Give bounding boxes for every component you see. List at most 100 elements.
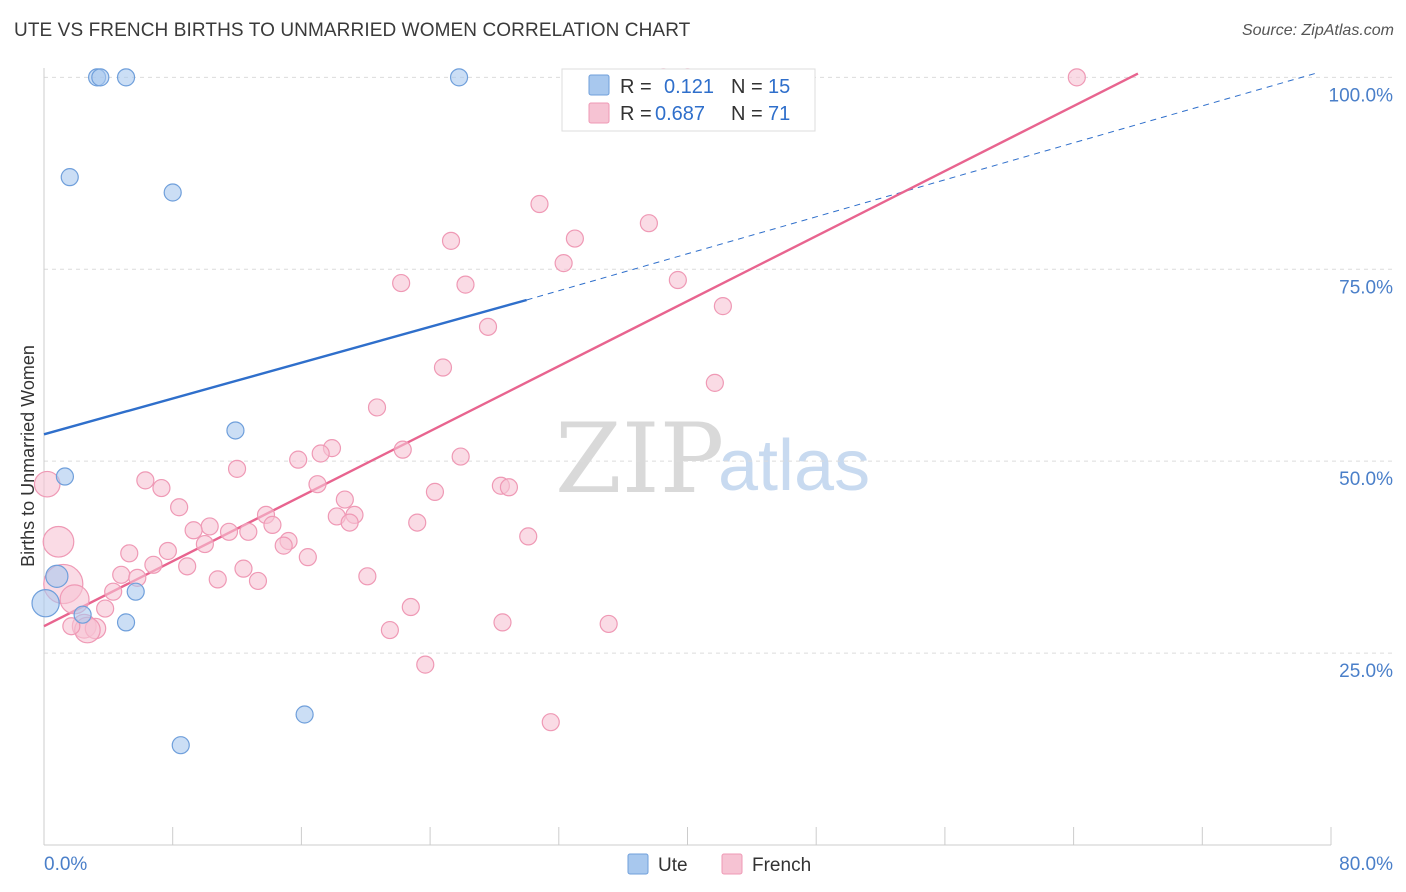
point-french-23	[136, 471, 155, 490]
point-french-19	[289, 450, 308, 469]
y-tick-label-1: 50.0%	[1339, 469, 1393, 490]
point-french-18	[311, 444, 330, 463]
point-french-51	[234, 559, 253, 578]
point-ute-9	[31, 588, 60, 618]
trend-line-extension-ute	[526, 73, 1316, 301]
point-french-58	[104, 582, 123, 601]
point-french-38	[184, 521, 203, 540]
x-tick-min: 0.0%	[44, 854, 87, 875]
legend-label-french: French	[752, 855, 811, 876]
point-french-5	[565, 229, 584, 248]
point-french-42	[42, 525, 75, 558]
french-legend-swatch	[588, 102, 610, 124]
point-french-39	[219, 522, 239, 541]
point-french-60	[96, 599, 115, 618]
point-french-52	[112, 565, 131, 584]
point-ute-1	[91, 68, 110, 87]
stats-row-french: R = 0.687 N = 71	[588, 102, 790, 125]
point-ute-7	[55, 467, 75, 486]
point-french-55	[248, 571, 268, 591]
chart-title: UTE VS FRENCH BIRTHS TO UNMARRIED WOMEN …	[14, 20, 691, 41]
point-french-12	[478, 317, 498, 336]
point-french-67	[599, 614, 618, 634]
point-ute-5	[163, 183, 182, 202]
point-french-54	[208, 570, 227, 589]
point-ute-10	[126, 582, 145, 601]
ute-n-value: 15	[768, 76, 790, 98]
point-french-3	[530, 194, 549, 214]
french-r-value: 0.687	[655, 103, 705, 125]
legend-swatch-ute	[627, 853, 649, 875]
french-r-label: R =	[620, 103, 652, 125]
watermark: ZIP atlas	[555, 403, 870, 515]
point-french-6	[441, 231, 461, 250]
point-french-21	[227, 459, 247, 478]
watermark-atlas: atlas	[718, 426, 870, 506]
stats-legend: R = 0.121 N = 15 R = 0.687 N = 71	[561, 68, 816, 132]
legend-label-ute: Ute	[658, 855, 688, 876]
point-french-14	[705, 373, 724, 392]
point-french-26	[499, 478, 519, 497]
point-ute-3	[449, 68, 469, 87]
point-french-66	[493, 613, 512, 632]
point-french-49	[144, 555, 163, 574]
ute-r-value: 0.121	[664, 76, 714, 98]
point-ute-6	[226, 421, 245, 440]
french-n-label: N =	[731, 103, 763, 125]
point-french-35	[408, 513, 427, 532]
point-french-40	[239, 522, 258, 541]
point-french-17	[393, 440, 412, 459]
point-french-41	[519, 527, 538, 546]
point-french-28	[335, 490, 354, 509]
series-legend: Ute French	[627, 853, 811, 876]
point-french-37	[200, 517, 219, 536]
point-french-70	[62, 617, 81, 636]
point-french-9	[456, 275, 475, 294]
point-french-20	[451, 447, 470, 466]
point-french-11	[713, 297, 732, 316]
ute-r-label: R =	[620, 76, 652, 98]
axes	[43, 68, 1332, 846]
point-french-4	[639, 214, 658, 233]
point-french-48	[298, 548, 317, 567]
french-n-value: 71	[768, 103, 790, 125]
point-french-65	[380, 620, 399, 640]
y-tick-label-0: 25.0%	[1339, 661, 1393, 682]
data-points	[31, 68, 1086, 755]
point-ute-13	[295, 705, 314, 724]
point-french-30	[152, 478, 171, 498]
point-ute-12	[116, 613, 136, 632]
point-french-2	[1067, 68, 1086, 87]
trend-lines	[43, 72, 1316, 628]
point-french-10	[668, 270, 687, 290]
point-french-36	[263, 515, 282, 534]
y-axis-label: Births to Unmarried Women	[18, 345, 38, 567]
point-french-68	[416, 655, 435, 674]
point-ute-14	[171, 736, 190, 755]
point-french-61	[401, 597, 420, 617]
trend-line-ute	[43, 298, 527, 436]
point-french-27	[425, 482, 445, 501]
ute-legend-swatch	[588, 74, 610, 96]
point-french-47	[158, 541, 177, 561]
point-french-13	[433, 358, 453, 377]
legend-swatch-french	[721, 853, 743, 875]
point-french-56	[358, 567, 377, 586]
point-french-7	[554, 254, 573, 273]
ute-n-label: N =	[731, 76, 763, 98]
watermark-zip: ZIP	[555, 403, 724, 515]
x-tick-max: 80.0%	[1339, 854, 1393, 875]
point-ute-2	[116, 68, 136, 87]
point-ute-8	[45, 564, 69, 588]
point-french-34	[340, 513, 359, 532]
point-french-50	[178, 557, 197, 576]
point-french-43	[195, 534, 214, 554]
source-credit: Source: ZipAtlas.com	[1241, 22, 1394, 39]
stats-row-ute: R = 0.121 N = 15	[588, 74, 790, 98]
grid: 25.0% 50.0% 75.0% 100.0%	[44, 76, 1393, 682]
point-french-15	[367, 398, 387, 417]
point-french-69	[541, 713, 560, 732]
point-ute-4	[60, 168, 79, 187]
point-french-8	[392, 273, 411, 293]
